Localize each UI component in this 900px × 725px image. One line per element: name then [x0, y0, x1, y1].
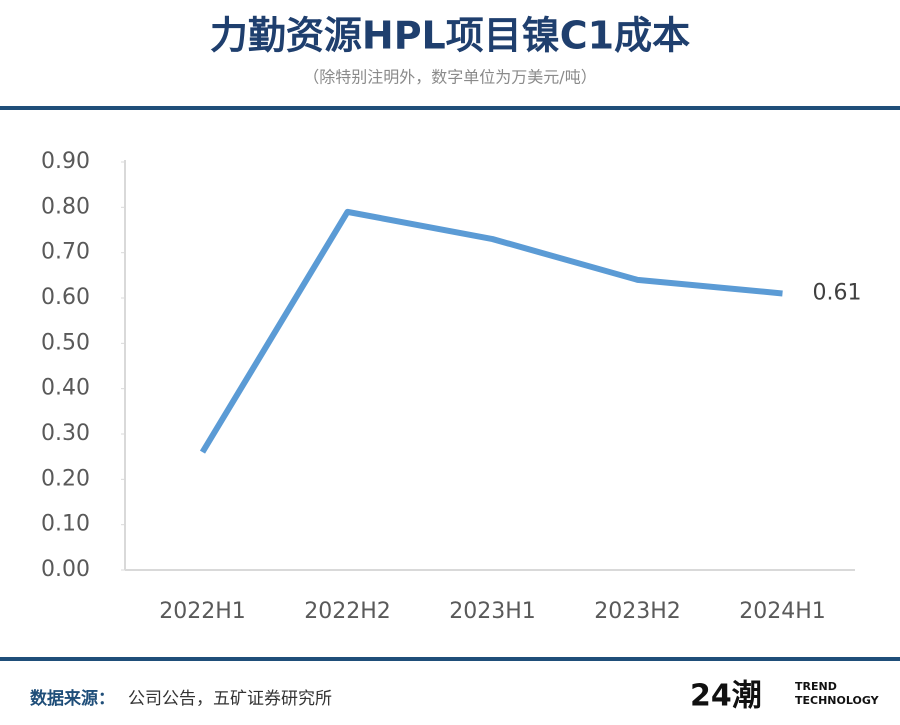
x-tick-label: 2023H1: [449, 599, 536, 624]
chart-subtitle: （除特别注明外，数字单位为万美元/吨）: [303, 68, 596, 87]
y-tick-label: 0.70: [41, 240, 90, 265]
data-label: 0.61: [813, 280, 862, 305]
y-tick-label: 0.10: [41, 512, 90, 537]
y-tick-label: 0.00: [41, 557, 90, 582]
y-tick-label: 0.40: [41, 376, 90, 401]
x-tick-label: 2022H1: [159, 599, 246, 624]
chart-title: 力勤资源HPL项目镍C1成本: [210, 14, 690, 58]
x-tick-label: 2023H2: [594, 599, 681, 624]
line: [199, 208, 783, 454]
y-tick-label: 0.50: [41, 330, 90, 355]
divider: [0, 657, 900, 661]
brand-sub: TREND: [795, 680, 837, 693]
x-tick-label: 2024H1: [739, 599, 826, 624]
y-tick-label: 0.20: [41, 466, 90, 491]
y-tick-label: 0.90: [41, 149, 90, 174]
brand-sub: TECHNOLOGY: [795, 694, 880, 707]
y-tick-label: 0.80: [41, 194, 90, 219]
x-tick-label: 2022H2: [304, 599, 391, 624]
source: 公司公告，五矿证券研究所: [128, 689, 332, 709]
brand: 24潮: [690, 679, 762, 714]
source-label: 数据来源：: [30, 688, 115, 709]
y-tick-label: 0.30: [41, 421, 90, 446]
y-tick-label: 0.60: [41, 285, 90, 310]
divider: [0, 106, 900, 110]
